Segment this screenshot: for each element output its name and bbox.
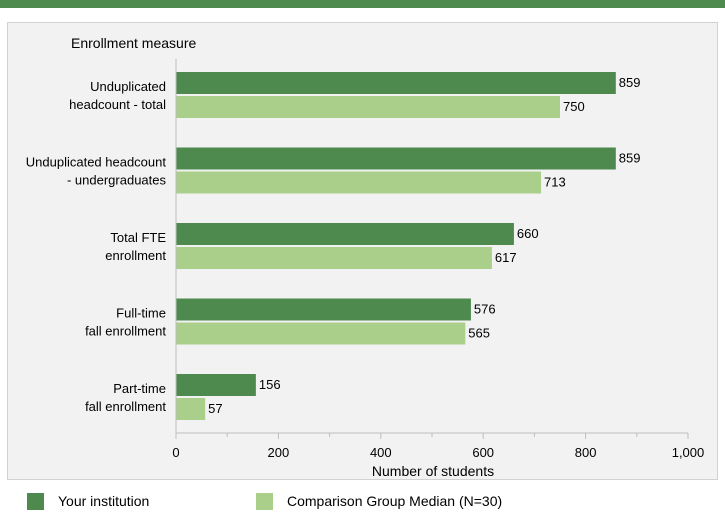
category-label-1-line-0: Unduplicated headcount <box>26 155 167 170</box>
x-tick-label-2: 400 <box>370 445 392 460</box>
data-label-your-institution-0: 859 <box>619 75 641 90</box>
data-label-your-institution-1: 859 <box>619 151 641 166</box>
data-label-your-institution-4: 156 <box>259 377 281 392</box>
category-label-4-line-1: fall enrollment <box>85 399 166 414</box>
data-label-comparison-median-2: 617 <box>495 250 517 265</box>
legend-label-comparison-median: Comparison Group Median (N=30) <box>287 493 503 509</box>
bar-your-institution-0 <box>176 72 616 94</box>
data-label-comparison-median-0: 750 <box>563 99 585 114</box>
x-tick-label-4: 800 <box>575 445 597 460</box>
bar-comparison-median-4 <box>176 398 206 420</box>
bar-your-institution-2 <box>176 223 514 245</box>
x-axis-title: Number of students <box>372 463 494 479</box>
header-accent-bar <box>0 0 725 8</box>
legend-label-your-institution: Your institution <box>58 493 150 509</box>
bar-comparison-median-0 <box>176 96 560 118</box>
legend-swatch-comparison-median <box>256 492 273 510</box>
category-label-0-line-0: Unduplicated <box>90 79 166 94</box>
bar-your-institution-4 <box>176 374 256 396</box>
data-label-your-institution-3: 576 <box>474 302 496 317</box>
bar-your-institution-3 <box>176 298 471 321</box>
category-label-2-line-1: enrollment <box>105 248 166 263</box>
x-tick-label-0: 0 <box>172 445 179 460</box>
category-label-0-line-1: headcount - total <box>69 97 166 112</box>
category-label-3-line-0: Full-time <box>116 306 166 321</box>
x-tick-label-5: 1,000 <box>672 445 705 460</box>
category-label-2-line-0: Total FTE <box>110 230 166 245</box>
bar-comparison-median-2 <box>176 247 492 269</box>
chart-frame: Enrollment measure 859 750 859 713 660 617 576… <box>7 22 718 480</box>
chart-legend: Your institution Comparison Group Median… <box>0 488 725 519</box>
x-tick-label-3: 600 <box>472 445 494 460</box>
y-axis-title: Enrollment measure <box>71 35 196 51</box>
data-label-comparison-median-1: 713 <box>544 175 566 190</box>
bar-comparison-median-3 <box>176 322 466 345</box>
legend-item-comparison-median: Comparison Group Median (N=30) <box>256 488 502 514</box>
category-label-1-line-1: - undergraduates <box>67 173 167 188</box>
data-label-your-institution-2: 660 <box>517 226 539 241</box>
x-axis: 0 200 400 600 800 1,000 <box>172 59 704 460</box>
legend-item-your-institution: Your institution <box>27 488 149 514</box>
category-label-3-line-1: fall enrollment <box>85 324 166 339</box>
data-label-comparison-median-4: 57 <box>208 401 222 416</box>
category-labels: Unduplicated headcount - total Unduplicate… <box>26 79 167 414</box>
legend-swatch-your-institution <box>27 492 44 510</box>
bar-comparison-median-1 <box>176 171 542 194</box>
bar-your-institution-1 <box>176 147 616 170</box>
enrollment-bar-chart: Enrollment measure 859750859713660617576… <box>26 35 705 479</box>
x-tick-label-1: 200 <box>268 445 290 460</box>
data-label-comparison-median-3: 565 <box>468 326 490 341</box>
category-label-4-line-0: Part-time <box>113 381 166 396</box>
